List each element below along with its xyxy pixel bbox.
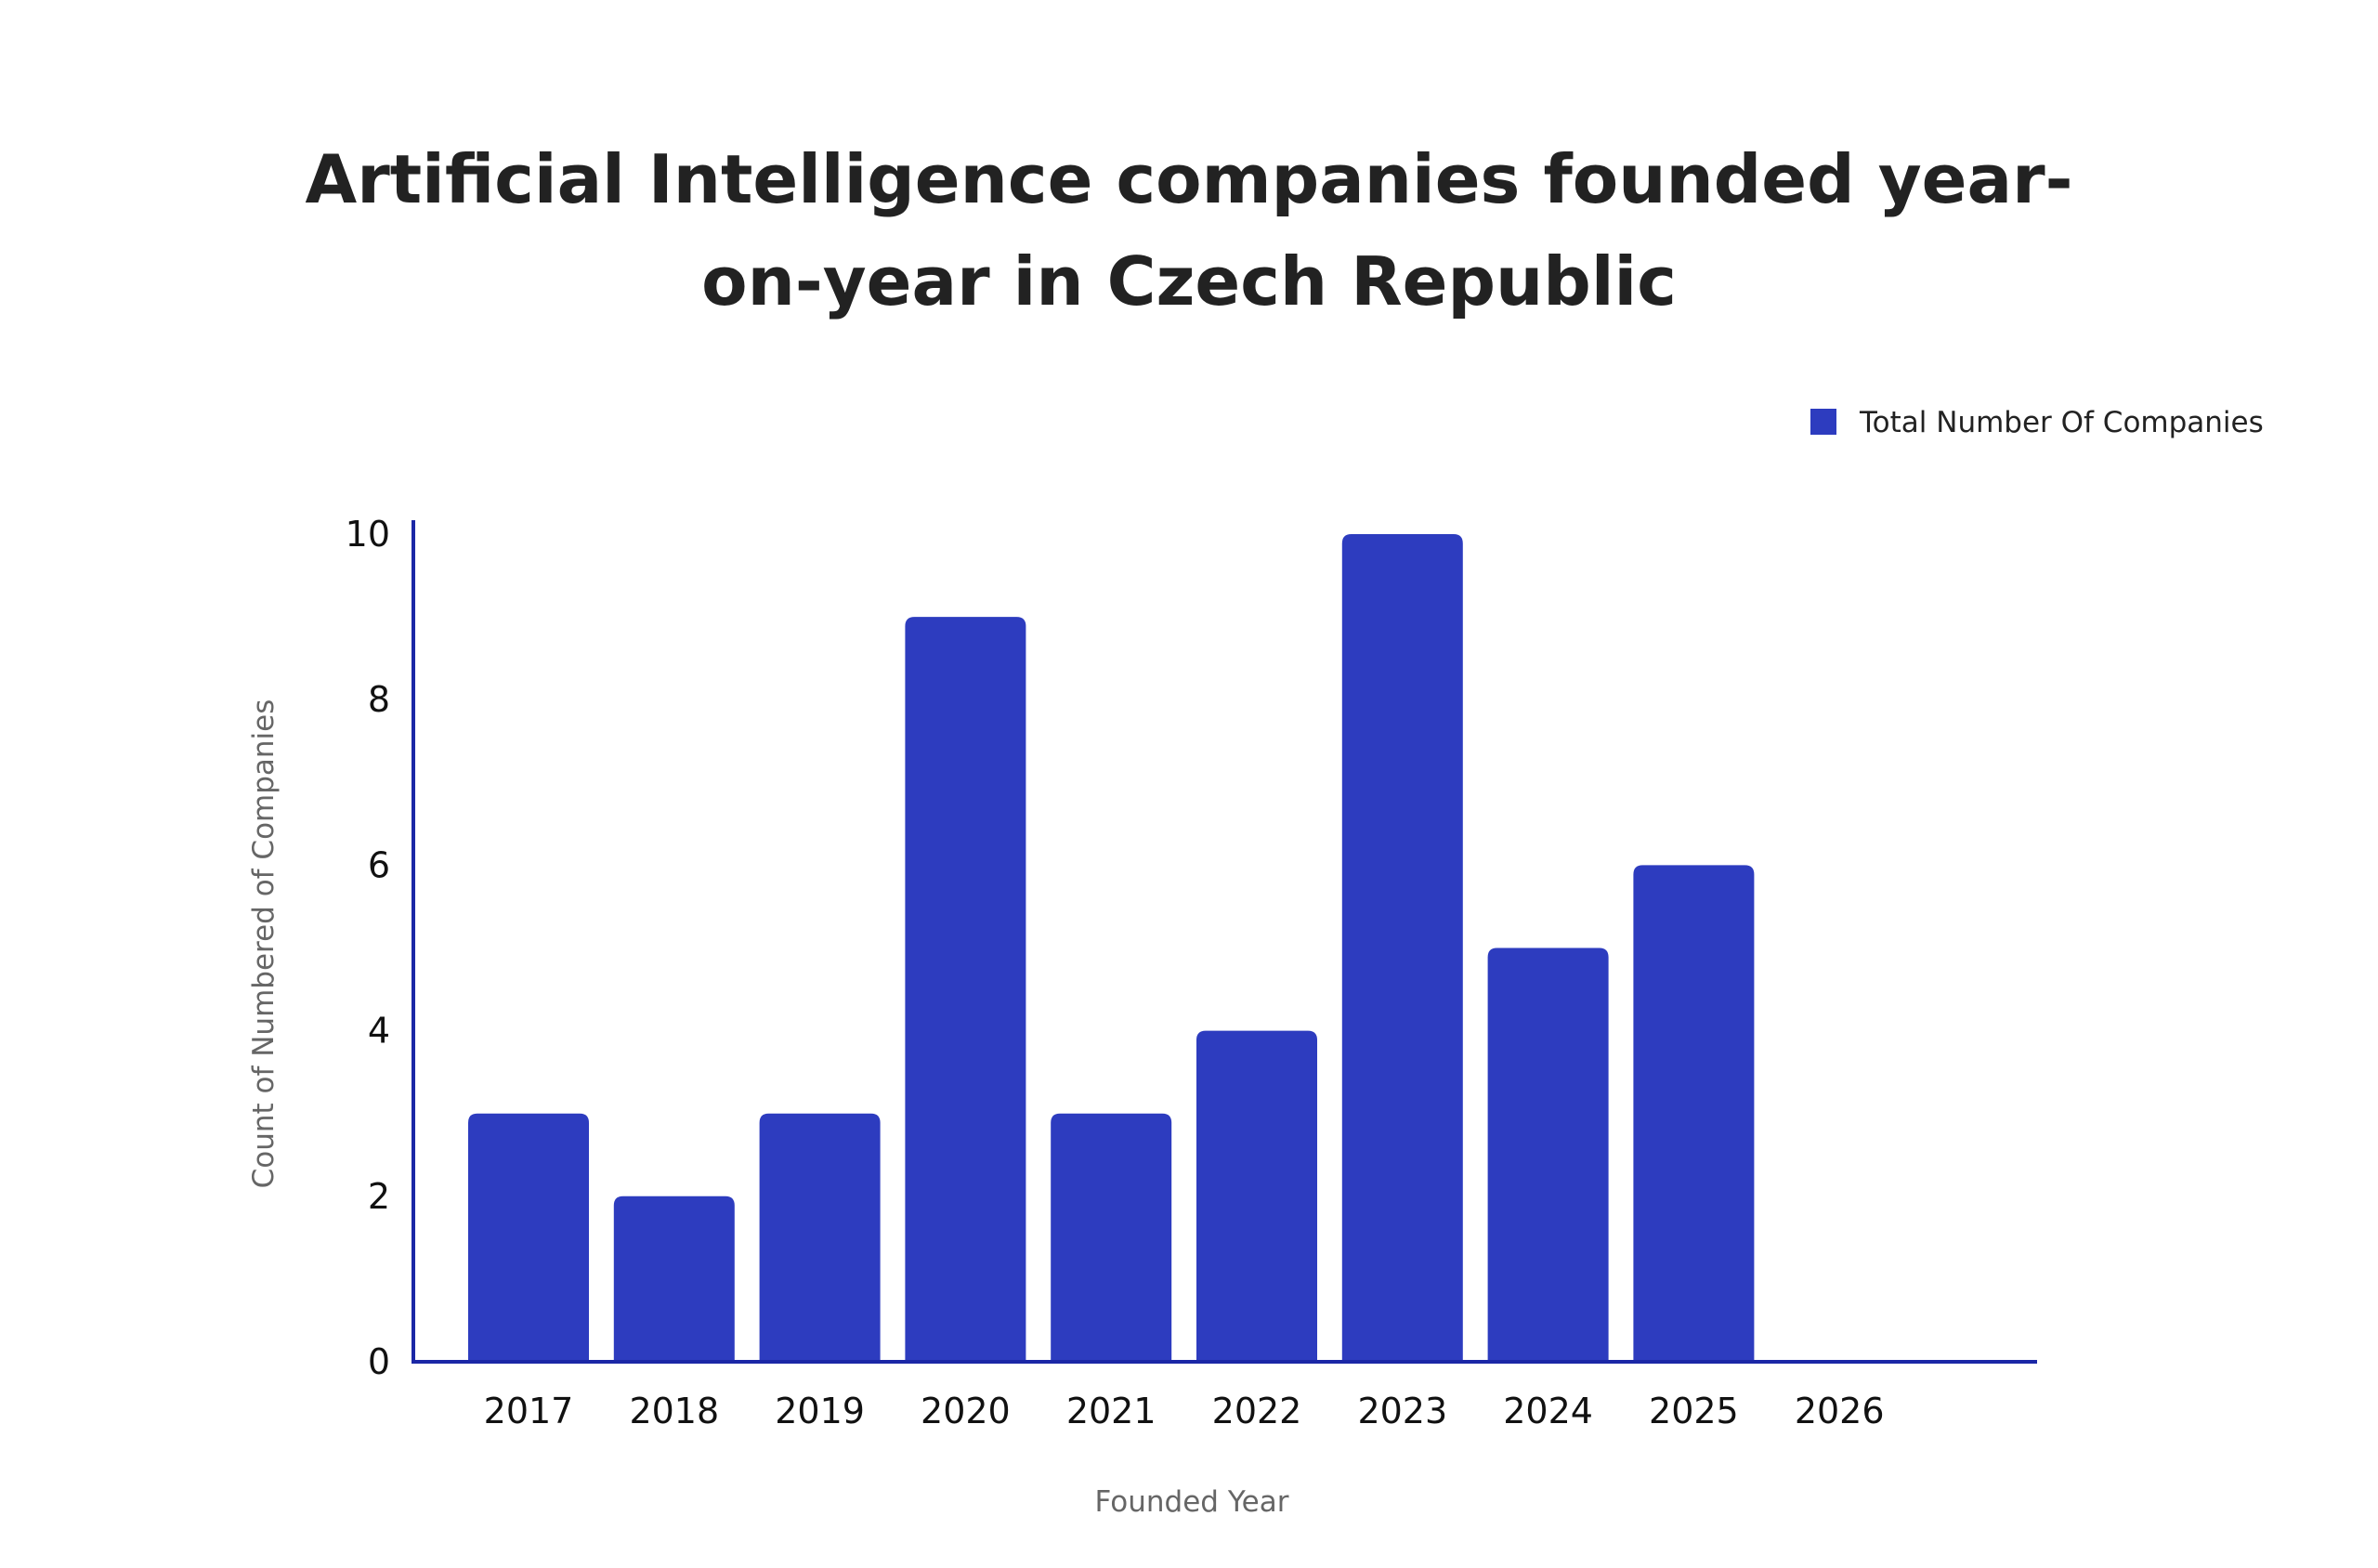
x-tick-labels: 2017 2018 2019 2020 2021 2022 2023 2024 2025 2026 [484,1391,1885,1431]
x-tick-label-2019: 2019 [775,1391,865,1431]
bar-2024 [1487,947,1609,1362]
legend-swatch [1810,409,1836,435]
x-tick-label-2023: 2023 [1357,1391,1447,1431]
bar-2022 [1196,1030,1317,1362]
x-tick-label-2025: 2025 [1649,1391,1739,1431]
x-tick-label-2020: 2020 [921,1391,1011,1431]
x-axis-title: Founded Year [1095,1485,1289,1519]
y-tick-label-0: 0 [368,1341,390,1382]
bars [468,534,1755,1362]
y-tick-label-1: 2 [368,1176,390,1217]
y-axis-title: Count of Numbered of Companies [247,699,281,1189]
bar-2023 [1341,534,1463,1362]
bar-2017 [468,1113,589,1362]
x-tick-label-2021: 2021 [1066,1391,1156,1431]
legend: Total Number Of Companies [1810,406,2264,439]
x-tick-label-2017: 2017 [484,1391,574,1431]
y-tick-label-2: 4 [368,1011,390,1052]
chart-title-line-2: on-year in Czech Republic [701,242,1677,320]
y-tick-labels: 0 2 4 6 8 10 [346,514,390,1382]
chart-title-line-1: Artificial Intelligence companies founde… [306,140,2073,218]
x-tick-label-2022: 2022 [1212,1391,1302,1431]
legend-label: Total Number Of Companies [1859,406,2264,439]
bar-2021 [1051,1113,1172,1362]
x-tick-label-2026: 2026 [1795,1391,1885,1431]
bar-2018 [613,1196,735,1362]
y-tick-label-5: 10 [346,514,390,555]
y-tick-label-4: 8 [368,679,390,720]
y-tick-label-3: 6 [368,844,390,885]
bar-2020 [905,617,1026,1362]
bar-2019 [759,1113,881,1362]
x-tick-label-2024: 2024 [1503,1391,1593,1431]
x-tick-label-2018: 2018 [629,1391,719,1431]
bar-2025 [1633,865,1755,1362]
